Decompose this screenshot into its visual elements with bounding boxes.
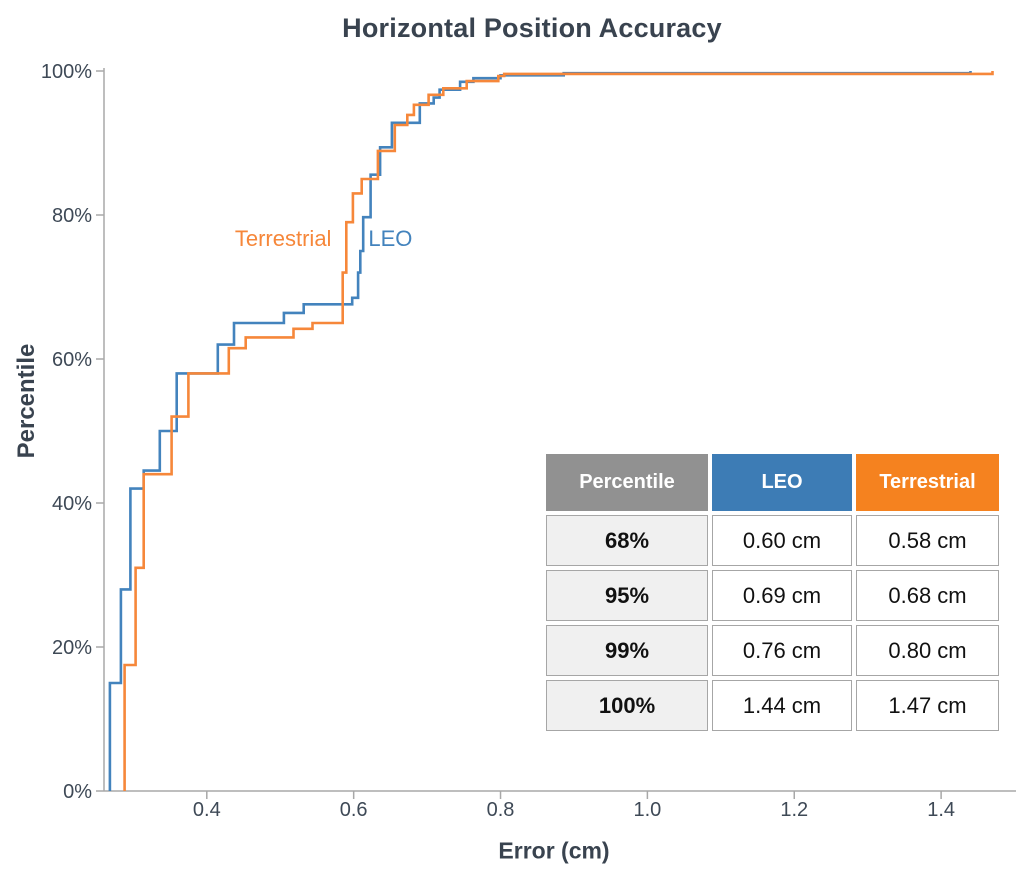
x-tick-label: 1.2: [780, 799, 808, 821]
y-tick-label: 20%: [52, 637, 92, 659]
terrestrial-value-cell: 0.68 cm: [856, 570, 999, 621]
table-header-row: Percentile LEO Terrestrial: [546, 454, 999, 511]
table-row: 68% 0.60 cm 0.58 cm: [546, 515, 999, 566]
table-row: 95% 0.69 cm 0.68 cm: [546, 570, 999, 621]
header-terrestrial: Terrestrial: [856, 454, 999, 511]
terrestrial-value-cell: 0.80 cm: [856, 625, 999, 676]
leo-value-cell: 0.69 cm: [712, 570, 852, 621]
y-axis-title: Percentile: [13, 343, 40, 459]
leo-value-cell: 0.76 cm: [712, 625, 852, 676]
terrestrial-value-cell: 1.47 cm: [856, 680, 999, 731]
terrestrial-series-label: Terrestrial: [235, 226, 332, 251]
leo-curve: [108, 71, 972, 791]
x-tick-label: 1.0: [633, 799, 661, 821]
header-percentile: Percentile: [546, 454, 708, 511]
x-tick-label: 0.4: [193, 799, 221, 821]
x-tick-label: 0.8: [487, 799, 515, 821]
x-tick-label: 0.6: [340, 799, 368, 821]
y-tick-label: 60%: [52, 349, 92, 371]
percentile-cell: 95%: [546, 570, 708, 621]
header-leo: LEO: [712, 454, 852, 511]
percentile-cell: 68%: [546, 515, 708, 566]
y-tick-label: 80%: [52, 205, 92, 227]
y-tick-label: 0%: [63, 781, 92, 803]
y-tick-label: 40%: [52, 493, 92, 515]
leo-series-label: LEO: [368, 226, 412, 251]
table-row: 99% 0.76 cm 0.80 cm: [546, 625, 999, 676]
percentile-cell: 99%: [546, 625, 708, 676]
accuracy-summary-table: Percentile LEO Terrestrial 68% 0.60 cm 0…: [542, 450, 1003, 735]
leo-value-cell: 1.44 cm: [712, 680, 852, 731]
x-tick-label: 1.4: [927, 799, 955, 821]
percentile-cell: 100%: [546, 680, 708, 731]
terrestrial-curve: [123, 71, 994, 791]
terrestrial-value-cell: 0.58 cm: [856, 515, 999, 566]
chart-title: Horizontal Position Accuracy: [342, 13, 722, 43]
table-row: 100% 1.44 cm 1.47 cm: [546, 680, 999, 731]
x-axis-title: Error (cm): [498, 837, 610, 864]
leo-value-cell: 0.60 cm: [712, 515, 852, 566]
y-tick-label: 100%: [41, 61, 92, 83]
